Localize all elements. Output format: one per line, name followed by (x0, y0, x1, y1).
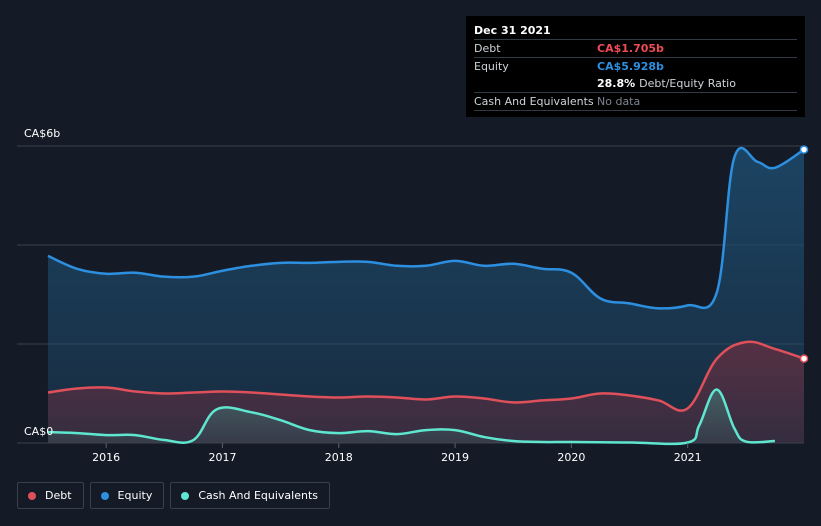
debt-line (47, 340, 805, 412)
chart-legend: Debt Equity Cash And Equivalents (17, 482, 330, 509)
equity-area (48, 148, 804, 444)
tooltip-debt-value: CA$1.705b (597, 42, 664, 55)
x-tick-label-5: 2021 (674, 451, 702, 464)
tooltip-cash-value: No data (597, 95, 641, 108)
legend-item-debt[interactable]: Debt (17, 482, 84, 509)
cash-line (47, 388, 775, 446)
tooltip-debt-label: Debt (474, 42, 501, 55)
tooltip-equity-value: CA$5.928b (597, 60, 664, 73)
legend-item-equity[interactable]: Equity (89, 482, 165, 509)
x-tick-label-0: 2016 (92, 451, 120, 464)
data-tooltip: Dec 31 2021 Debt CA$1.705b Equity CA$5.9… (466, 16, 805, 117)
tooltip-row-ratio: 28.8% Debt/Equity Ratio (474, 75, 797, 92)
legend-debt-label: Debt (45, 489, 72, 502)
series-areas (48, 148, 804, 444)
tooltip-row-debt: Debt CA$1.705b (474, 39, 797, 57)
legend-cash-dot (181, 491, 190, 500)
legend-debt-dot (28, 491, 36, 500)
legend-equity-label: Equity (117, 489, 153, 502)
legend-cash-label: Cash And Equivalents (198, 489, 318, 502)
tooltip-date: Dec 31 2021 (474, 24, 551, 37)
equity-line (47, 147, 805, 310)
legend-equity-dot (100, 491, 109, 500)
tooltip-row-equity: Equity CA$5.928b (474, 57, 797, 75)
x-tick-label-3: 2019 (441, 451, 469, 464)
x-tick-label-2: 2018 (325, 451, 353, 464)
series-lines (47, 147, 805, 446)
legend-item-cash[interactable]: Cash And Equivalents (170, 482, 330, 509)
debt-end-marker (799, 354, 809, 363)
y-tick-label-1: CA$0 (24, 425, 53, 438)
x-tick-label-1: 2017 (208, 451, 236, 464)
tooltip-ratio-value: 28.8% (597, 77, 636, 90)
x-tick-label-4: 2020 (557, 451, 585, 464)
tooltip-ratio-label: Debt/Equity Ratio (639, 77, 736, 90)
equity-end-marker (799, 145, 809, 154)
y-tick-label-0: CA$6b (24, 127, 60, 140)
series-end-markers (799, 145, 809, 363)
tooltip-equity-label: Equity (474, 60, 509, 73)
tooltip-row-cash: Cash And Equivalents No data (474, 92, 797, 111)
axis-ticks: CA$6b CA$0 2016 2017 2018 2019 2020 2021 (24, 127, 702, 464)
tooltip-cash-label: Cash And Equivalents (474, 95, 594, 108)
cash-area (48, 389, 775, 444)
